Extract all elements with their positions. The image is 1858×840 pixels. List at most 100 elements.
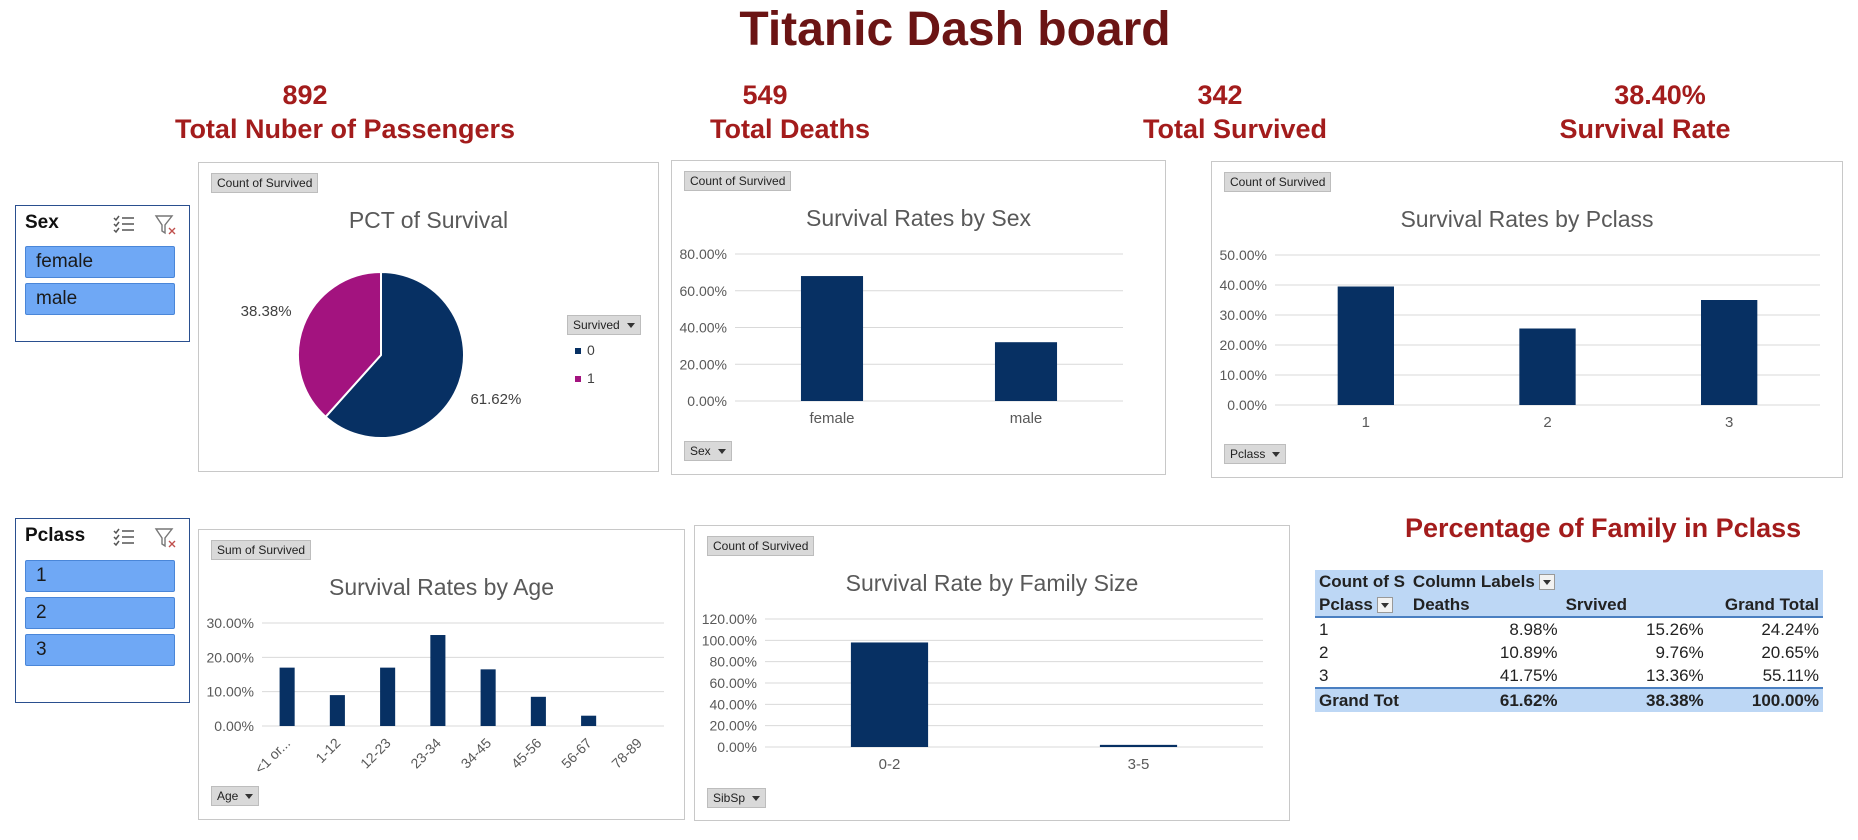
clear-filter-icon[interactable] — [154, 214, 178, 236]
row-label: 1 — [1319, 619, 1329, 639]
field-button-count-survived[interactable]: Count of Survived — [707, 536, 815, 556]
x-tick-label: 0-2 — [879, 756, 901, 773]
cell-total: 100.00% — [1707, 687, 1823, 712]
y-tick-label: 40.00% — [710, 696, 757, 712]
row-label: 2 — [1319, 642, 1329, 662]
cell-survived: 15.26% — [1646, 619, 1704, 639]
bar — [480, 669, 496, 726]
x-tick-label: 1 — [1362, 414, 1370, 431]
pie-chart-svg: 61.62% 38.38% 0 1 — [241, 270, 595, 439]
y-tick-label: 0.00% — [214, 718, 254, 734]
slicer-item-2[interactable]: 2 — [25, 597, 175, 629]
x-tick-label: <1 or... — [251, 735, 293, 777]
field-button-count-survived[interactable]: Count of Survived — [1224, 172, 1332, 192]
multi-select-icon[interactable] — [112, 527, 136, 547]
axis-filter-pclass[interactable]: Pclass — [1224, 444, 1287, 464]
row-label: Grand Tot — [1315, 687, 1409, 712]
y-tick-label: 80.00% — [680, 246, 727, 262]
kpi-total-deaths: 549 Total Deaths — [680, 78, 900, 146]
x-tick-label: 56-67 — [558, 735, 595, 772]
data-label: 38.38% — [241, 303, 292, 320]
field-button-count-survived[interactable]: Count of Survived — [684, 171, 792, 191]
kpi-total-survived: 342 Total Survived — [1130, 78, 1340, 146]
slicer-title: Sex — [25, 212, 59, 233]
y-tick-label: 100.00% — [702, 632, 757, 648]
row-filter-dropdown-icon[interactable] — [1376, 597, 1393, 614]
slicer-pclass: Pclass 1 2 3 — [15, 518, 190, 703]
bar — [994, 342, 1058, 401]
cell-deaths: 61.62% — [1408, 687, 1562, 712]
kpi-total-passengers: 892 Total Nuber of Passengers — [165, 78, 525, 146]
pivot-row-field[interactable]: Pclass — [1315, 593, 1409, 617]
pivot-col-deaths: Deaths — [1408, 593, 1562, 617]
cell-total: 24.24% — [1761, 619, 1819, 639]
field-button-count-survived[interactable]: Count of Survived — [211, 173, 319, 193]
bar-chart-svg: 0.00% 20.00% 40.00% 60.00% 80.00% female male — [680, 246, 1123, 427]
y-tick-label: 30.00% — [1220, 307, 1267, 323]
pivot-row-field-text: Pclass — [1319, 594, 1373, 614]
bar — [530, 696, 546, 726]
y-tick-label: 0.00% — [687, 393, 727, 409]
chart-title: PCT of Survival — [348, 207, 509, 233]
multi-select-icon[interactable] — [112, 214, 136, 234]
kpi-value: 38.40% — [1614, 80, 1706, 110]
slicer-item-3[interactable]: 3 — [25, 634, 175, 666]
bar-chart-svg: 0.00% 20.00% 40.00% 60.00% 80.00% 100.00% 120.… — [702, 611, 1263, 773]
pivot-table: Count of S Column Labels Pclass Deaths S… — [1315, 570, 1823, 712]
field-button-sum-survived[interactable]: Sum of Survived — [211, 540, 312, 560]
bar — [1099, 744, 1178, 747]
bar — [279, 667, 295, 726]
x-tick-label: 78-89 — [608, 735, 645, 772]
chart-survival-by-family-size: Count of Survived Survival Rate by Famil… — [694, 525, 1290, 821]
x-tick-label: 12-23 — [357, 735, 394, 772]
cell-deaths: 8.98% — [1509, 619, 1558, 639]
table-row: 2 10.89% 9.76% 20.65% — [1315, 641, 1823, 664]
cell-survived: 38.38% — [1561, 687, 1708, 712]
pivot-empty-cell — [1707, 570, 1823, 593]
legend-swatch — [575, 348, 581, 354]
kpi-label: Survival Rate — [1559, 114, 1731, 144]
legend-label: 0 — [587, 342, 595, 358]
chart-title: Survival Rate by Family Size — [845, 570, 1139, 596]
column-filter-dropdown-icon[interactable] — [1538, 574, 1555, 591]
legend-swatch — [575, 376, 581, 382]
kpi-value: 342 — [1197, 80, 1243, 110]
slicer-title: Pclass — [25, 525, 86, 546]
cell-deaths: 41.75% — [1499, 665, 1558, 685]
pivot-col-grand-total: Grand Total — [1707, 593, 1823, 617]
cell-deaths: 10.89% — [1499, 642, 1558, 662]
slicer-item-female[interactable]: female — [25, 246, 175, 278]
pie-slice — [324, 270, 465, 439]
bar — [581, 715, 597, 726]
y-tick-label: 10.00% — [207, 684, 254, 700]
pivot-column-labels-text: Column Labels — [1412, 571, 1535, 591]
dashboard-title: Titanic Dash board — [739, 3, 1171, 56]
y-tick-label: 40.00% — [680, 320, 727, 336]
chart-survival-by-pclass: Count of Survived Survival Rates by Pcla… — [1211, 161, 1843, 478]
y-tick-label: 30.00% — [207, 615, 254, 631]
slicer-item-male[interactable]: male — [25, 283, 175, 315]
axis-filter-age[interactable]: Age — [211, 786, 260, 806]
chart-title: Survival Rates by Age — [328, 574, 554, 600]
pivot-header-row: Count of S Column Labels — [1315, 570, 1823, 593]
pivot-column-labels[interactable]: Column Labels — [1408, 570, 1562, 593]
y-tick-label: 20.00% — [680, 356, 727, 372]
chart-title: Survival Rates by Pclass — [1400, 206, 1654, 232]
cell-total: 55.11% — [1762, 665, 1819, 685]
pivot-subheader-row: Pclass Deaths Srvived Grand Total — [1315, 593, 1823, 617]
pivot-grand-total-row: Grand Tot 61.62% 38.38% 100.00% — [1315, 687, 1823, 712]
y-tick-label: 50.00% — [1220, 247, 1267, 263]
slicer-item-1[interactable]: 1 — [25, 560, 175, 592]
table-row: 3 41.75% 13.36% 55.11% — [1315, 664, 1823, 688]
legend-label: 1 — [587, 370, 595, 386]
pivot-value-field: Count of S — [1315, 570, 1409, 593]
y-tick-label: 0.00% — [717, 739, 757, 755]
legend-filter-survived[interactable]: Survived — [567, 315, 641, 335]
x-tick-label: 3 — [1725, 414, 1733, 431]
data-label: 61.62% — [470, 391, 521, 408]
clear-filter-icon[interactable] — [154, 527, 178, 549]
pivot-col-survived: Srvived — [1561, 593, 1708, 617]
axis-filter-sibsp[interactable]: SibSp — [707, 788, 767, 808]
bar — [1519, 328, 1576, 405]
axis-filter-sex[interactable]: Sex — [684, 441, 732, 461]
